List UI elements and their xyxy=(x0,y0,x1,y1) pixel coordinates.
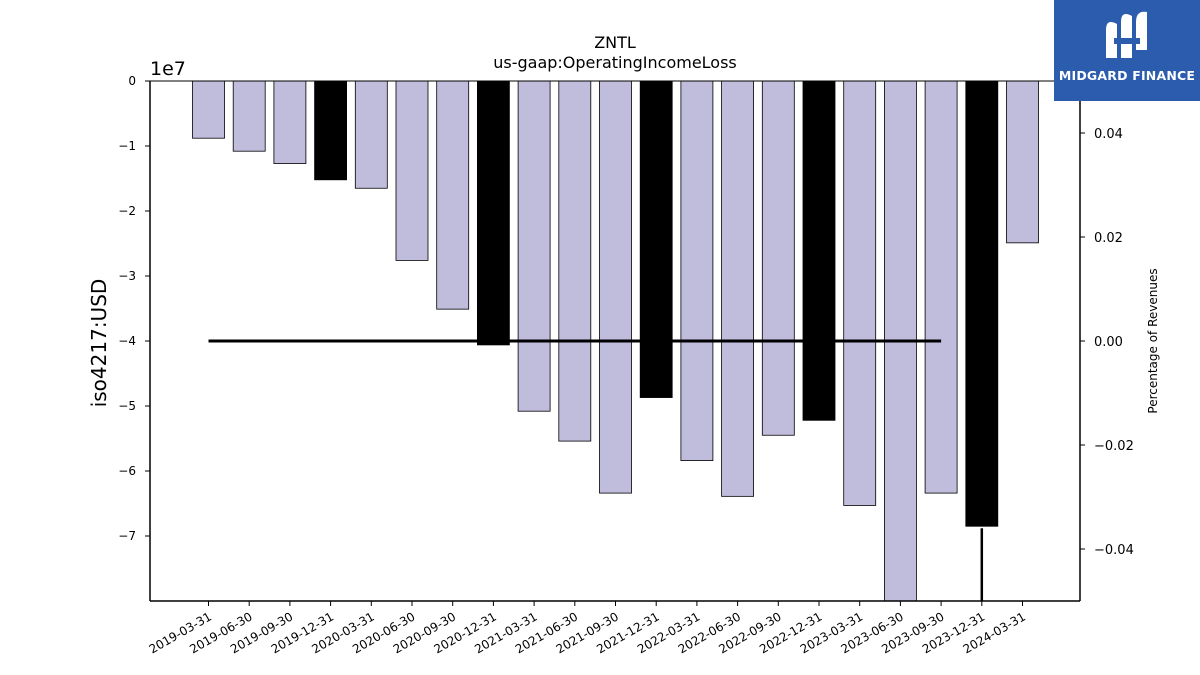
bar-2023-09-30 xyxy=(924,80,958,494)
bar-2022-03-31 xyxy=(680,80,714,462)
y2-tick-label: 0.04 xyxy=(1094,127,1123,142)
y-tick-labels: 0 −1 −2 −3 −4 −5 −6 −7 xyxy=(118,74,136,543)
bar-2020-06-30 xyxy=(395,80,429,261)
y2-tick-label: −0.02 xyxy=(1094,439,1134,454)
bar-2021-03-31 xyxy=(517,80,551,412)
bar-2019-06-30 xyxy=(232,80,266,152)
bar-2019-09-30 xyxy=(273,80,307,164)
axes xyxy=(145,80,1085,606)
bar-2020-12-31 xyxy=(476,80,510,346)
bar-2022-09-30 xyxy=(761,80,795,436)
logo-text: MIDGARD FINANCE xyxy=(1058,68,1196,83)
y2-tick-label: 0.00 xyxy=(1094,335,1123,350)
y-tick-label: −5 xyxy=(118,399,136,413)
y2-tick-label: 0.02 xyxy=(1094,231,1123,246)
y-axis-label: iso4217:USD xyxy=(87,279,111,408)
bar-2024-03-31 xyxy=(1006,80,1039,244)
bar-2019-12-31 xyxy=(314,80,348,181)
bar-2021-12-31 xyxy=(639,80,673,398)
y-offset-label: 1e7 xyxy=(150,58,186,80)
lines xyxy=(208,339,984,601)
chart-subtitle: us-gaap:OperatingIncomeLoss xyxy=(493,53,737,72)
bar-2019-03-31 xyxy=(192,80,225,139)
midgard-finance-logo: MIDGARD FINANCE xyxy=(1054,0,1200,101)
bar-2020-03-31 xyxy=(354,80,388,189)
y-tick-label: 0 xyxy=(128,74,136,88)
bar-2022-06-30 xyxy=(721,80,754,497)
y2-axis-label: Percentage of Revenues xyxy=(1146,268,1160,413)
y2-tick-label: −0.04 xyxy=(1094,543,1134,558)
bars xyxy=(192,80,1039,602)
bar-2021-06-30 xyxy=(558,80,592,442)
bar-2023-03-31 xyxy=(843,80,877,506)
y-tick-label: −2 xyxy=(118,204,136,218)
y-tick-label: −4 xyxy=(118,334,136,348)
y-tick-label: −6 xyxy=(118,464,136,478)
bar-2020-09-30 xyxy=(436,80,470,310)
y-tick-label: −7 xyxy=(118,529,136,543)
bar-2021-09-30 xyxy=(599,80,632,494)
bar-2023-12-31 xyxy=(965,80,999,527)
y-tick-label: −1 xyxy=(118,139,136,153)
midgard-logo-icon xyxy=(1106,11,1147,58)
chart-title: ZNTL xyxy=(594,33,636,52)
x-tick-labels: 2019-03-312019-06-302019-09-302019-12-31… xyxy=(147,609,1028,656)
bar-2022-12-31 xyxy=(802,80,836,421)
y2-tick-labels: 0.04 0.02 0.00 −0.02 −0.04 xyxy=(1094,127,1134,558)
y-tick-label: −3 xyxy=(118,269,136,283)
